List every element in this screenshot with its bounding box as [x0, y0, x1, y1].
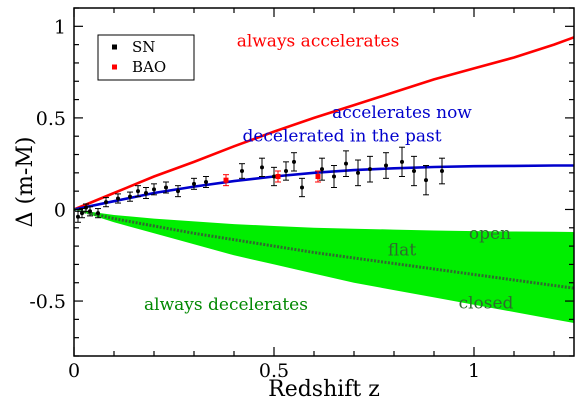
- sn-marker: [80, 211, 84, 216]
- sn-point-3: [87, 206, 93, 217]
- sn-marker: [356, 170, 360, 175]
- flat-curve: [73, 208, 575, 290]
- sn-marker: [292, 159, 296, 164]
- sn-marker: [400, 159, 404, 164]
- legend: SN BAO: [97, 34, 195, 81]
- legend-label-bao: BAO: [132, 58, 166, 76]
- sn-marker: [144, 190, 148, 195]
- sn-point-17: [271, 166, 277, 187]
- sn-point-11: [163, 181, 169, 194]
- x-tick-label: 1: [468, 360, 480, 382]
- annotation-layer: always accelerates accelerates now deceler…: [144, 31, 513, 315]
- legend-box: [97, 34, 195, 81]
- annotation-2: decelerated in the past: [242, 127, 441, 147]
- sn-marker: [332, 174, 336, 179]
- sn-point-5: [103, 197, 109, 208]
- x-axis-title: Redshift z: [268, 377, 380, 402]
- sn-marker: [136, 189, 140, 194]
- x-tick-label: 0.5: [259, 360, 289, 382]
- y-tick-label: 0: [54, 199, 66, 221]
- sn-point-23: [343, 150, 349, 178]
- y-tick-label: 0.5: [36, 108, 66, 130]
- x-tick-label: 0: [68, 360, 80, 382]
- sn-point-10: [151, 183, 157, 196]
- sn-marker: [300, 185, 304, 190]
- point-layer: [75, 146, 445, 223]
- sn-point-13: [191, 177, 197, 190]
- sn-marker: [260, 165, 264, 170]
- always-accelerates-curve: [73, 36, 575, 211]
- bao-point-1: [275, 170, 281, 183]
- sn-marker: [368, 167, 372, 172]
- sn-point-25: [367, 155, 373, 183]
- annotation-0: always accelerates: [237, 31, 400, 51]
- sn-point-18: [283, 161, 289, 181]
- sn-point-8: [135, 185, 141, 198]
- legend-marker-sn: [112, 44, 117, 50]
- sn-marker: [424, 178, 428, 183]
- annotation-3: open: [469, 224, 511, 244]
- sn-point-9: [143, 186, 149, 199]
- sn-marker: [152, 187, 156, 192]
- sn-point-1: [79, 208, 85, 219]
- sn-marker: [240, 169, 244, 174]
- bao-marker: [315, 174, 321, 180]
- annotation-1: accelerates now: [332, 103, 472, 123]
- sn-point-15: [239, 163, 245, 179]
- sn-point-26: [383, 152, 389, 179]
- sn-point-20: [299, 177, 305, 198]
- band-layer: [74, 209, 574, 323]
- sn-marker: [412, 169, 416, 174]
- sn-point-27: [399, 146, 405, 178]
- plot-frame: [73, 7, 575, 357]
- sn-point-4: [95, 208, 101, 219]
- sn-marker: [104, 200, 108, 205]
- sn-point-16: [259, 157, 265, 178]
- sn-marker: [440, 169, 444, 174]
- sn-point-29: [423, 165, 429, 196]
- always-decelerates-band: [74, 209, 574, 323]
- sn-marker: [192, 181, 196, 186]
- annotation-6: always decelerates: [144, 295, 308, 315]
- y-tick-label: -0.5: [29, 291, 66, 313]
- tick-layer: 0 0.5 1 -0.5 0 0.5 1: [29, 7, 574, 382]
- sn-point-12: [175, 185, 181, 198]
- bao-point-2: [315, 170, 321, 183]
- annotation-5: closed: [459, 293, 514, 313]
- sn-point-30: [439, 157, 445, 185]
- sn-point-24: [355, 159, 361, 187]
- sn-marker: [176, 189, 180, 194]
- bao-point-0: [223, 174, 229, 187]
- sn-marker: [96, 211, 100, 216]
- sn-point-7: [127, 191, 133, 202]
- sn-marker: [272, 174, 276, 179]
- sn-marker: [204, 180, 208, 184]
- y-axis-title: Δ (m-M): [13, 137, 38, 228]
- bao-marker: [223, 177, 229, 183]
- y-tick-label: 1: [54, 16, 66, 38]
- sn-point-14: [203, 176, 209, 188]
- sn-marker: [128, 194, 132, 199]
- bao-marker: [275, 174, 281, 180]
- sn-marker: [320, 167, 324, 172]
- legend-marker-bao: [112, 64, 117, 70]
- sn-marker: [384, 163, 388, 168]
- legend-label-sn: SN: [132, 38, 155, 56]
- sn-point-28: [411, 155, 417, 187]
- sn-marker: [284, 169, 288, 174]
- annotation-4: flat: [388, 240, 416, 260]
- sn-point-21: [319, 157, 325, 181]
- sn-marker: [88, 209, 92, 214]
- sn-point-19: [291, 152, 297, 172]
- sn-marker: [116, 196, 120, 201]
- sn-point-6: [115, 193, 121, 204]
- sn-point-22: [331, 165, 337, 188]
- sn-marker: [164, 185, 168, 190]
- sn-marker: [344, 161, 348, 166]
